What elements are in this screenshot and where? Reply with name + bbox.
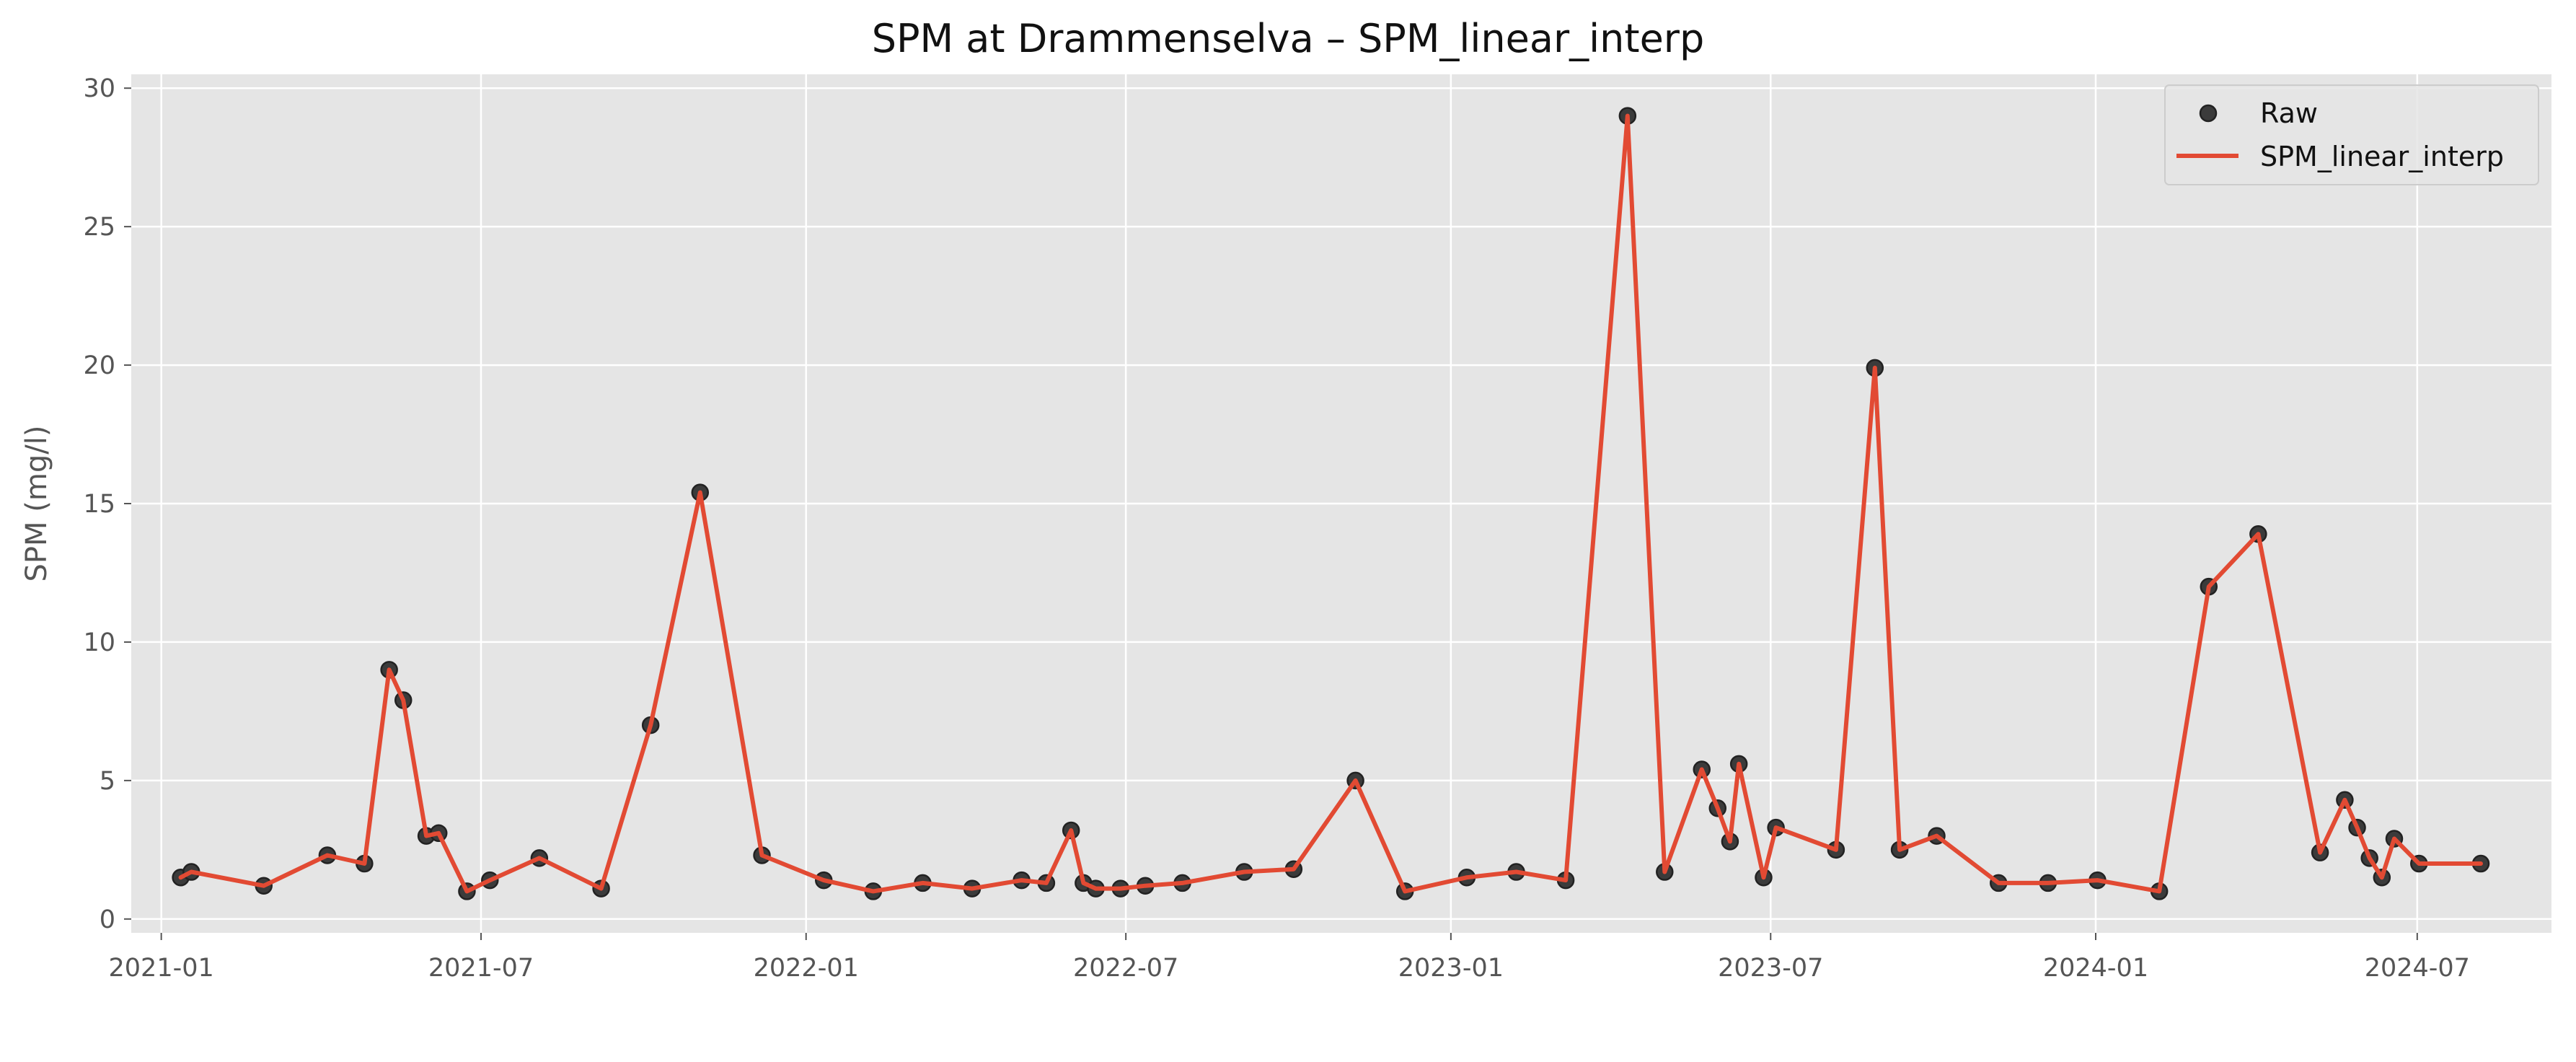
x-tick-label: 2024-07 [2365,954,2470,983]
x-tick-label: 2023-07 [1718,954,1823,983]
y-axis-label: SPM (mg/l) [20,426,53,582]
y-axis-ticks: 0 5 10 15 20 25 30 [83,74,131,934]
chart-title: SPM at Drammenselva – SPM_linear_interp [872,16,1705,61]
y-tick-label: 5 [100,767,115,796]
legend-raw-label: Raw [2260,97,2318,129]
grid [131,74,2551,933]
y-tick-label: 20 [83,351,115,380]
y-tick-label: 15 [83,490,115,519]
x-tick-label: 2021-01 [109,954,214,983]
legend: Raw SPM_linear_interp [2164,84,2539,185]
x-tick-label: 2021-07 [428,954,534,983]
y-tick-label: 30 [83,74,115,103]
y-tick-label: 10 [83,628,115,657]
y-tick-label: 25 [83,213,115,242]
legend-box [2164,84,2539,185]
x-tick-label: 2023-01 [1398,954,1504,983]
x-tick-label: 2022-07 [1073,954,1178,983]
legend-line-label: SPM_linear_interp [2260,141,2504,172]
y-tick-label: 0 [100,905,115,934]
x-axis-ticks: 2021-01 2021-07 2022-01 2022-07 2023-01 2023-… [109,933,2470,983]
x-tick-label: 2022-01 [754,954,859,983]
interp-line [178,113,2483,894]
legend-raw-marker [2199,104,2218,123]
series [172,107,2490,900]
x-tick-label: 2024-01 [2043,954,2148,983]
